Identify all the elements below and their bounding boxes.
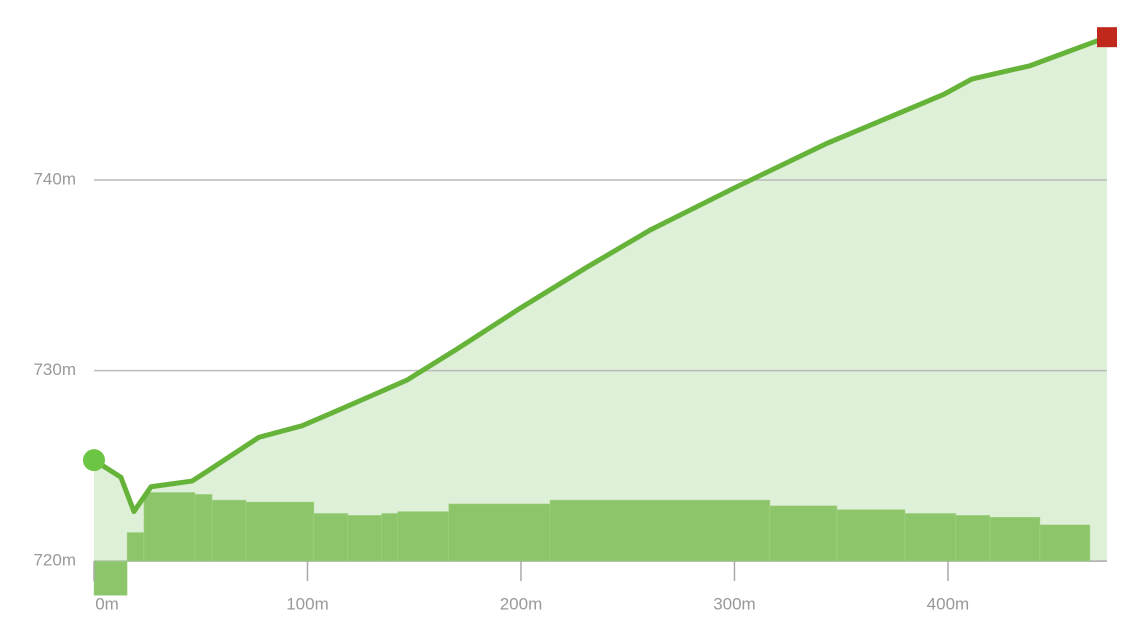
bar bbox=[549, 499, 771, 562]
line bbox=[92, 34, 1108, 515]
bar bbox=[126, 532, 145, 562]
bar bbox=[347, 515, 383, 562]
bar bbox=[313, 513, 349, 562]
y-tick-label: 740m bbox=[33, 170, 76, 189]
x-tick-label: 400m bbox=[927, 595, 970, 614]
bar bbox=[989, 517, 1041, 562]
bar bbox=[245, 501, 315, 562]
bar bbox=[904, 513, 957, 562]
x-tick-label: 100m bbox=[286, 595, 329, 614]
bar bbox=[769, 505, 838, 562]
bar bbox=[381, 513, 399, 562]
x-tick-label: 0m bbox=[95, 595, 119, 614]
bar bbox=[143, 492, 196, 562]
area bbox=[94, 37, 1107, 562]
bar bbox=[836, 509, 906, 562]
bar bbox=[1039, 524, 1091, 562]
bar bbox=[93, 560, 128, 596]
bar bbox=[955, 515, 991, 562]
y-tick-label: 730m bbox=[33, 360, 76, 379]
end-marker bbox=[1097, 27, 1117, 48]
bar bbox=[211, 499, 247, 562]
bar bbox=[448, 503, 551, 562]
x-tick-label: 200m bbox=[500, 595, 543, 614]
bar bbox=[397, 511, 450, 562]
x-tick-label: 300m bbox=[713, 595, 756, 614]
y-tick-label: 720m bbox=[33, 551, 76, 570]
start-marker bbox=[83, 449, 105, 472]
bar bbox=[194, 494, 213, 562]
